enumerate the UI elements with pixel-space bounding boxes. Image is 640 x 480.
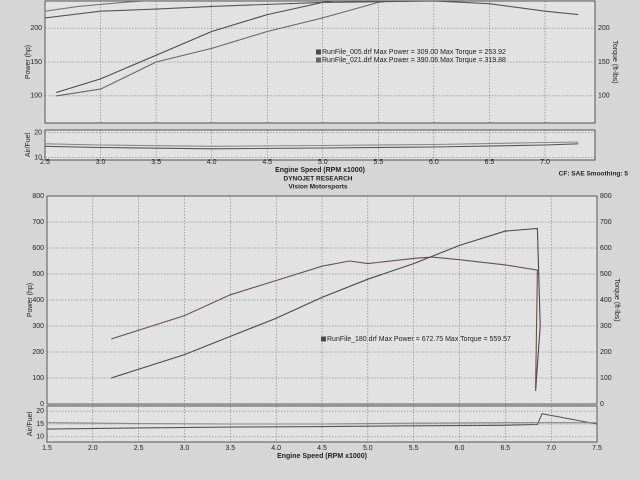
- y-axis-label: Power (hp): [25, 45, 32, 79]
- data-line: [47, 413, 597, 430]
- data-line: [45, 143, 579, 150]
- y-tick-label: 15: [36, 421, 44, 428]
- y-tick-label: 500: [32, 271, 44, 278]
- y-tick-label: 0: [40, 401, 44, 408]
- data-line: [45, 1, 579, 19]
- y2-tick-label: 200: [600, 349, 612, 356]
- y-tick-label: 100: [30, 93, 42, 100]
- y-axis-label: Air/Fuel: [27, 412, 34, 437]
- legend-entry: RunFile_180.drf Max Power = 672.75 Max T…: [327, 336, 511, 343]
- x-tick-label: 5.0: [318, 159, 328, 166]
- data-line: [111, 256, 538, 389]
- y-tick-label: 150: [30, 59, 42, 66]
- y-tick-label: 100: [32, 375, 44, 382]
- y-tick-label: 600: [32, 245, 44, 252]
- y-tick-label: 800: [32, 193, 44, 200]
- x-tick-label: 4.5: [262, 159, 272, 166]
- x-tick-label: 4.5: [317, 445, 327, 452]
- annotation: CF: SAE Smoothing: 5: [559, 171, 629, 178]
- y2-axis-label: Torque (ft-lbs): [611, 40, 618, 83]
- x-tick-label: 2.5: [134, 445, 144, 452]
- data-line: [111, 227, 541, 392]
- x-tick-label: 6.0: [455, 445, 465, 452]
- x-tick-label: 7.0: [546, 445, 556, 452]
- x-tick-label: 6.5: [500, 445, 510, 452]
- x-tick-label: 6.0: [429, 159, 439, 166]
- y2-tick-label: 500: [600, 271, 612, 278]
- x-axis-label: Engine Speed (RPM x1000): [277, 453, 367, 460]
- x-tick-label: 3.0: [96, 159, 106, 166]
- y-axis-label: Air/Fuel: [25, 133, 32, 158]
- x-tick-label: 4.0: [207, 159, 217, 166]
- x-tick-label: 7.5: [592, 445, 602, 452]
- y2-tick-label: 100: [600, 375, 612, 382]
- chart-subtitle: Vision Motorsports: [288, 184, 347, 191]
- data-line: [45, 141, 579, 147]
- y-tick-label: 200: [30, 25, 42, 32]
- y2-axis-label: Torque (ft-lbs): [613, 278, 620, 321]
- y-tick-label: 10: [36, 434, 44, 441]
- legend-entry: RunFile_005.drf Max Power = 309.00 Max T…: [322, 49, 506, 56]
- x-tick-label: 2.5: [40, 159, 50, 166]
- y-tick-label: 400: [32, 297, 44, 304]
- x-tick-label: 5.5: [409, 445, 419, 452]
- x-tick-label: 3.5: [225, 445, 235, 452]
- legend-swatch: [321, 336, 326, 342]
- y2-tick-label: 600: [600, 245, 612, 252]
- y2-tick-label: 0: [600, 401, 604, 408]
- chart-title: DYNOJET RESEARCH: [284, 176, 353, 183]
- x-axis-label: Engine Speed (RPM x1000): [275, 167, 365, 174]
- legend-swatch: [316, 57, 321, 63]
- legend-entry: RunFile_021.drf Max Power = 390.06 Max T…: [322, 57, 506, 64]
- x-tick-label: 3.0: [180, 445, 190, 452]
- data-line: [56, 1, 392, 97]
- y-tick-label: 700: [32, 219, 44, 226]
- x-tick-label: 6.5: [485, 159, 495, 166]
- y2-tick-label: 800: [600, 193, 612, 200]
- y-tick-label: 10: [34, 154, 42, 161]
- x-tick-label: 5.0: [363, 445, 373, 452]
- y2-tick-label: 100: [598, 93, 610, 100]
- legend-swatch: [316, 49, 321, 55]
- y2-tick-label: 300: [600, 323, 612, 330]
- y2-tick-label: 200: [598, 25, 610, 32]
- y-tick-label: 20: [36, 408, 44, 415]
- y-tick-label: 20: [34, 129, 42, 136]
- y-tick-label: 200: [32, 349, 44, 356]
- y-axis-label: Power (hp): [27, 283, 34, 317]
- data-line: [45, 1, 154, 12]
- x-tick-label: 4.0: [271, 445, 281, 452]
- x-tick-label: 7.0: [540, 159, 550, 166]
- y2-tick-label: 400: [600, 297, 612, 304]
- x-tick-label: 5.5: [373, 159, 383, 166]
- y2-tick-label: 700: [600, 219, 612, 226]
- x-tick-label: 3.5: [151, 159, 161, 166]
- y2-tick-label: 150: [598, 59, 610, 66]
- x-tick-label: 2.0: [88, 445, 98, 452]
- y-tick-label: 300: [32, 323, 44, 330]
- data-line: [47, 422, 597, 425]
- x-tick-label: 1.5: [42, 445, 52, 452]
